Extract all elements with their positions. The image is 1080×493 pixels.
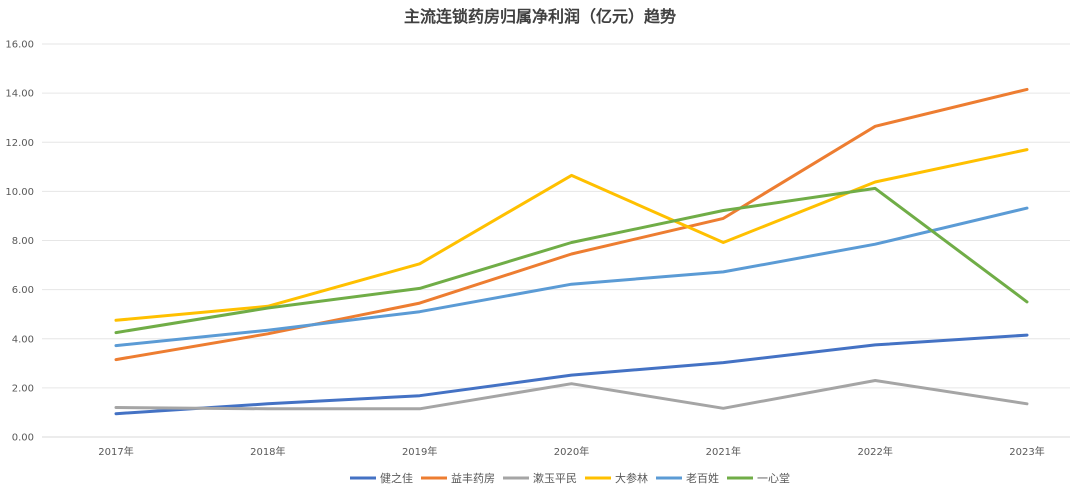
x-tick-label: 2021年 [706, 445, 741, 458]
y-tick-label: 10.00 [5, 187, 34, 198]
grid-lines [42, 43, 1070, 438]
x-axis-ticks: 2017年 2018年 2019年 2020年 2021年 2022年 2023年 [98, 445, 1044, 458]
legend: 健之佳 益丰药房 漱玉平民 大参林 老百姓 一心堂 [350, 471, 790, 485]
y-tick-label: 14.00 [5, 89, 34, 100]
y-tick-label: 16.00 [5, 40, 34, 51]
legend-item: 大参林 [585, 471, 648, 485]
legend-item: 一心堂 [727, 472, 790, 485]
x-tick-label: 2023年 [1009, 445, 1044, 458]
legend-item: 健之佳 [350, 471, 413, 485]
y-tick-label: 4.00 [12, 334, 34, 345]
y-axis-ticks: 0.00 2.00 4.00 6.00 8.00 10.00 12.00 14.00 16.00 [5, 40, 34, 444]
legend-label: 漱玉平民 [533, 472, 577, 485]
legend-label: 益丰药房 [451, 471, 495, 485]
chart-title: 主流连锁药房归属净利润（亿元）趋势 [404, 7, 676, 26]
series-line [114, 148, 1029, 322]
y-tick-label: 12.00 [5, 138, 34, 149]
legend-item: 老百姓 [656, 471, 719, 485]
y-tick-label: 2.00 [12, 383, 34, 394]
series-lines [114, 87, 1029, 416]
x-tick-label: 2017年 [98, 445, 133, 458]
legend-label: 一心堂 [757, 472, 790, 485]
y-tick-label: 0.00 [12, 433, 34, 444]
x-tick-label: 2018年 [250, 445, 285, 458]
series-line [114, 206, 1029, 348]
legend-label: 大参林 [615, 471, 648, 485]
series-line [114, 186, 1029, 335]
x-tick-label: 2020年 [554, 445, 589, 458]
series-line [114, 87, 1029, 362]
x-tick-label: 2019年 [402, 445, 437, 458]
y-tick-label: 6.00 [12, 285, 34, 296]
series-line [114, 333, 1029, 416]
legend-item: 益丰药房 [421, 471, 495, 485]
x-tick-label: 2022年 [857, 445, 892, 458]
y-tick-label: 8.00 [12, 236, 34, 247]
legend-label: 老百姓 [686, 471, 719, 485]
series-line [114, 379, 1029, 411]
legend-item: 漱玉平民 [503, 472, 577, 485]
legend-label: 健之佳 [380, 471, 413, 485]
